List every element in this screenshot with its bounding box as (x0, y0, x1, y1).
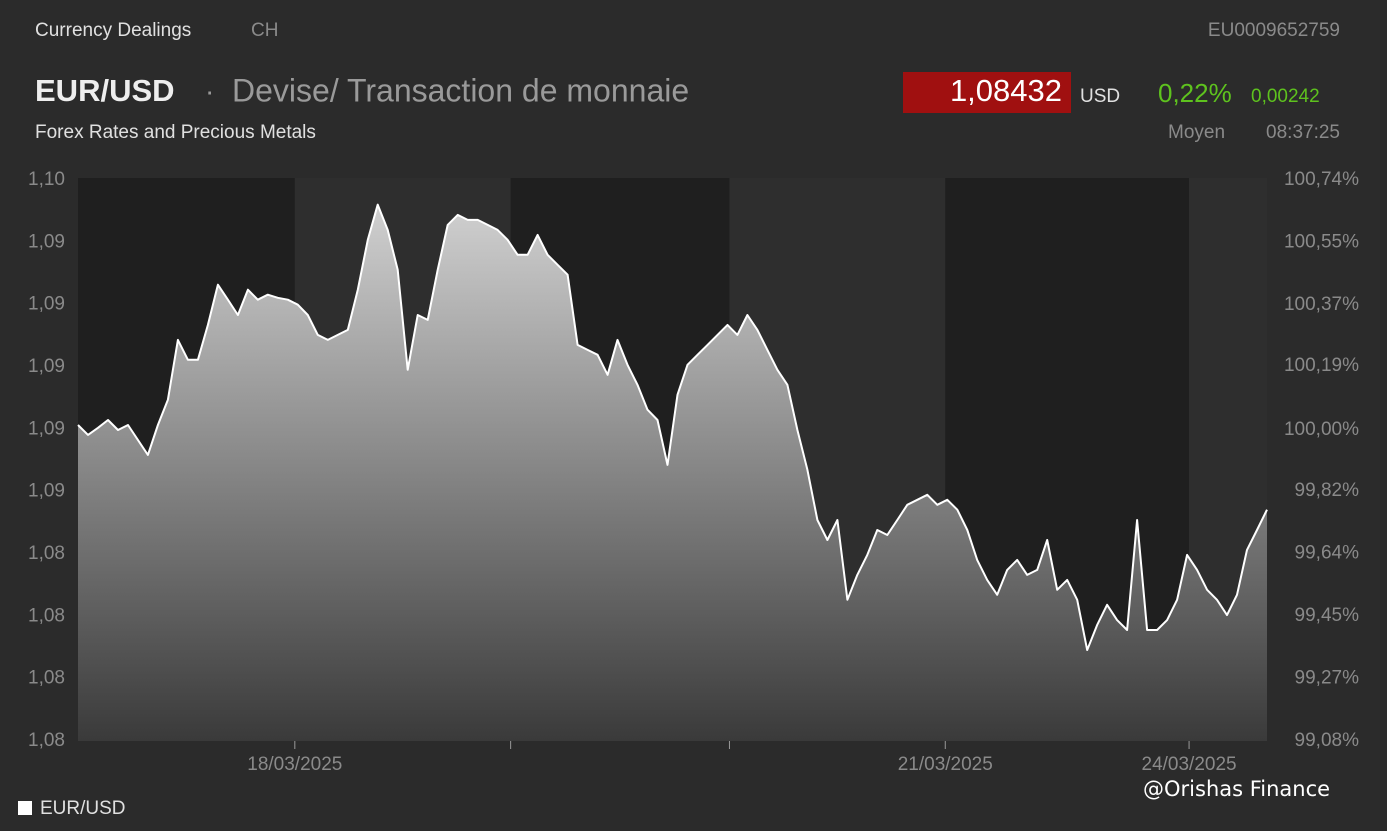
time: 08:37:25 (1266, 122, 1340, 143)
y-tick-label: 1,09 (28, 418, 65, 439)
y-tick-label: 1,10 (28, 169, 65, 190)
y2-tick-label: 100,19% (1284, 355, 1359, 376)
legend-swatch (18, 801, 32, 815)
section: Currency Dealings (35, 20, 191, 41)
y-tick-label: 1,08 (28, 543, 65, 564)
x-tick-label: 18/03/2025 (247, 754, 342, 775)
price: 1,08432 (950, 73, 1062, 108)
y-tick-label: 1,09 (28, 481, 65, 502)
y-tick-label: 1,09 (28, 231, 65, 252)
y2-tick-label: 99,45% (1295, 605, 1360, 626)
area-fill (78, 204, 1267, 742)
legend-label: EUR/USD (40, 798, 126, 819)
y-tick-label: 1,08 (28, 730, 65, 751)
y-tick-label: 1,08 (28, 668, 65, 689)
y2-tick-label: 100,37% (1284, 294, 1359, 315)
separator: · (205, 75, 214, 106)
market: Forex Rates and Precious Metals (35, 122, 316, 143)
y2-tick-label: 99,64% (1295, 542, 1360, 563)
y2-tick-label: 99,82% (1295, 480, 1360, 501)
y2-tick-label: 100,74% (1284, 169, 1359, 190)
currency: USD (1080, 86, 1120, 107)
x-tick-label: 24/03/2025 (1142, 754, 1237, 775)
y-tick-label: 1,09 (28, 356, 65, 377)
price-type: Moyen (1168, 122, 1225, 143)
pair: EUR/USD (35, 73, 175, 108)
watermark: @Orishas Finance (1143, 777, 1330, 801)
price-line (77, 203, 1268, 651)
change-abs: 0,00242 (1251, 86, 1320, 107)
y-tick-label: 1,09 (28, 294, 65, 315)
description: Devise/ Transaction de monnaie (232, 72, 689, 108)
y2-tick-label: 100,00% (1284, 419, 1359, 440)
y2-tick-label: 100,55% (1284, 232, 1359, 253)
x-tick-label: 21/03/2025 (898, 754, 993, 775)
country: CH (251, 20, 278, 41)
y2-tick-label: 99,27% (1295, 667, 1360, 688)
isin: EU0009652759 (1208, 20, 1340, 41)
y-tick-label: 1,08 (28, 605, 65, 626)
y2-tick-label: 99,08% (1295, 730, 1360, 751)
change-percent: 0,22% (1158, 78, 1232, 108)
price-box (903, 72, 1071, 113)
